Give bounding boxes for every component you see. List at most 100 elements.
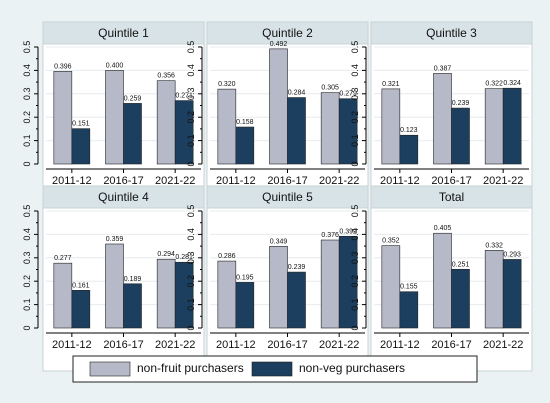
x-tick-label: 2016-17 [431, 339, 471, 351]
y-tick-label: 0.4 [350, 228, 360, 241]
bar-non-veg [123, 283, 142, 329]
data-label: 0.158 [236, 119, 254, 126]
bar-non-fruit [433, 73, 452, 165]
data-label: 0.392 [339, 228, 357, 235]
x-tick-label: 2021-22 [319, 339, 359, 351]
bar-non-veg [123, 103, 142, 165]
bar-non-veg [338, 98, 358, 165]
data-label: 0.320 [218, 81, 236, 88]
x-tick-label: 2016-17 [267, 339, 307, 351]
x-tick-label: 2016-17 [103, 175, 143, 187]
y-tick-label: 0.5 [350, 205, 360, 218]
bar-non-veg [174, 100, 194, 165]
data-label: 0.281 [175, 254, 193, 261]
data-label: 0.349 [270, 238, 288, 245]
y-tick-label: 0 [186, 161, 196, 166]
y-tick-label: 0 [350, 161, 360, 166]
bar-non-fruit [484, 250, 504, 329]
panel-6: Total 0 0.1 0.2 0.3 0.4 0.5 2011-12 0.352 0.155 20… [350, 185, 533, 372]
bar-non-fruit [381, 88, 401, 165]
bar-non-fruit [53, 71, 73, 165]
bar-non-fruit [433, 232, 452, 329]
data-label: 0.352 [382, 238, 400, 245]
x-tick-label: 2016-17 [267, 175, 307, 187]
data-label: 0.286 [218, 253, 236, 260]
bar-non-veg [451, 107, 470, 165]
data-label: 0.332 [485, 242, 503, 249]
data-label: 0.259 [124, 95, 142, 102]
y-tick-label: 0.4 [22, 64, 32, 77]
panel-title: Total [439, 190, 464, 204]
y-tick-label: 0.3 [350, 88, 360, 101]
data-label: 0.277 [54, 255, 72, 262]
legend: non-fruit purchasers non-veg purchasers [72, 355, 478, 383]
data-label: 0.293 [503, 251, 521, 258]
bar-non-fruit [217, 260, 237, 329]
x-tick-label: 2021-22 [319, 175, 359, 187]
y-tick-label: 0.5 [22, 205, 32, 218]
bar-non-veg [502, 87, 522, 165]
x-tick-label: 2021-22 [155, 339, 195, 351]
panel-header [42, 185, 205, 209]
panel-header [206, 21, 369, 45]
data-label: 0.279 [339, 91, 357, 98]
y-tick-label: 0.4 [22, 228, 32, 241]
bar-non-fruit [105, 243, 124, 329]
x-tick-label: 2021-22 [483, 339, 523, 351]
y-tick-label: 0.5 [186, 205, 196, 218]
panel-title: Quintile 5 [262, 190, 313, 204]
x-tick-label: 2011-12 [216, 175, 256, 187]
y-tick-label: 0.1 [22, 134, 32, 147]
x-tick-label: 2016-17 [431, 175, 471, 187]
bar-non-veg [399, 134, 419, 165]
y-tick-label: 0 [186, 325, 196, 330]
data-label: 0.321 [382, 81, 400, 88]
x-tick-label: 2011-12 [52, 175, 92, 187]
bar-non-veg [71, 128, 91, 165]
panel-4: Quintile 4 0 0.1 0.2 0.3 0.4 0.5 2011-12 0.277 0.… [22, 185, 205, 372]
panel-header [42, 21, 205, 45]
data-label: 0.195 [236, 274, 254, 281]
x-tick-label: 2021-22 [155, 175, 195, 187]
bar-non-veg [287, 271, 306, 329]
bar-non-fruit [53, 262, 73, 329]
panel-header [206, 185, 369, 209]
y-tick-label: 0 [22, 325, 32, 330]
data-label: 0.400 [106, 62, 124, 69]
panel-header [370, 21, 533, 45]
panel-title: Quintile 3 [426, 26, 477, 40]
bar-non-fruit [156, 258, 176, 329]
data-label: 0.324 [503, 80, 521, 87]
panel-2: Quintile 2 0 0.1 0.2 0.3 0.4 0.5 2011-12 0.320 0.… [186, 21, 369, 208]
bar-non-veg [338, 235, 358, 329]
bar-non-fruit [269, 48, 288, 165]
data-label: 0.151 [72, 121, 90, 128]
bar-non-fruit [217, 88, 237, 165]
legend-label: non-veg purchasers [299, 361, 405, 375]
bar-non-veg [235, 126, 255, 165]
y-tick-label: 0 [350, 325, 360, 330]
data-label: 0.359 [106, 236, 124, 243]
data-label: 0.284 [288, 90, 306, 97]
data-label: 0.376 [321, 232, 339, 239]
bar-non-fruit [156, 80, 176, 165]
y-tick-label: 0.1 [186, 134, 196, 147]
data-label: 0.396 [54, 63, 72, 70]
x-tick-label: 2021-22 [483, 175, 523, 187]
data-label: 0.239 [452, 100, 470, 107]
data-label: 0.387 [434, 65, 452, 72]
data-label: 0.405 [434, 225, 452, 232]
legend-swatch [251, 361, 293, 377]
data-label: 0.322 [485, 81, 503, 88]
y-tick-label: 0.4 [186, 228, 196, 241]
data-label: 0.123 [400, 127, 418, 134]
y-tick-label: 0.1 [350, 298, 360, 311]
bar-non-veg [71, 290, 91, 329]
y-tick-label: 0.2 [22, 111, 32, 124]
x-tick-label: 2011-12 [380, 339, 420, 351]
panel-title: Quintile 1 [98, 26, 149, 40]
data-label: 0.305 [321, 85, 339, 92]
x-tick-label: 2011-12 [52, 339, 92, 351]
y-tick-label: 0.3 [22, 252, 32, 265]
